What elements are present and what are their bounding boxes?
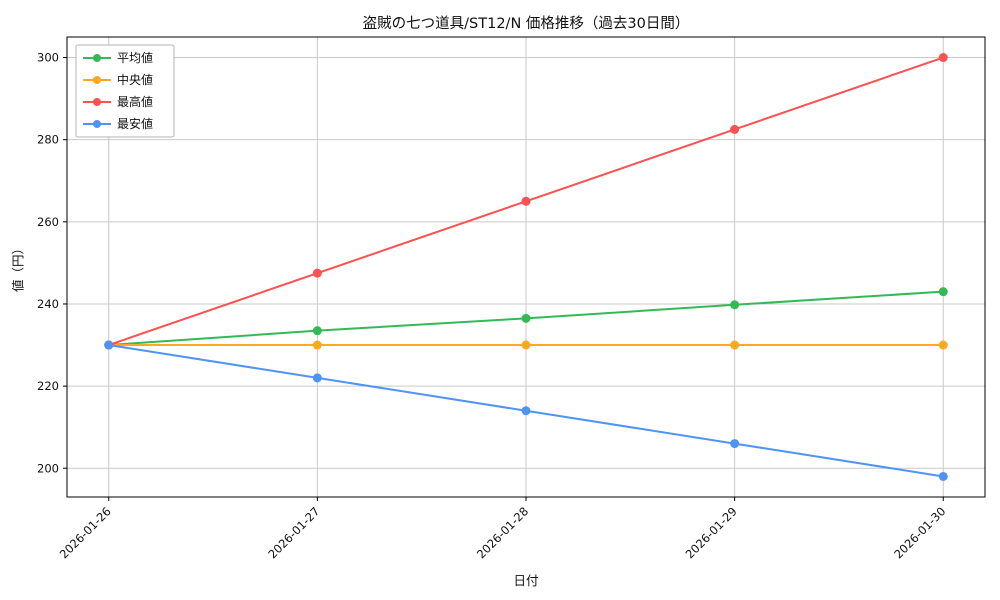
data-point xyxy=(312,340,322,350)
legend-marker xyxy=(93,120,101,128)
y-tick-label: 200 xyxy=(37,461,59,475)
data-point xyxy=(730,439,740,449)
data-point xyxy=(730,124,740,134)
data-point xyxy=(730,300,740,310)
legend-marker xyxy=(93,98,101,106)
series-最安値 xyxy=(104,340,948,481)
y-tick-label: 240 xyxy=(37,297,59,311)
x-tick-label: 2026-01-30 xyxy=(891,504,948,561)
x-tick-label: 2026-01-26 xyxy=(57,504,114,561)
data-point xyxy=(938,287,948,297)
legend-marker xyxy=(93,76,101,84)
series-平均値 xyxy=(104,287,948,350)
data-point xyxy=(521,196,531,206)
data-point xyxy=(521,313,531,323)
x-tick-label: 2026-01-28 xyxy=(474,504,531,561)
data-point xyxy=(938,53,948,63)
grid xyxy=(67,37,985,497)
legend-label: 平均値 xyxy=(117,50,153,65)
series-中央値 xyxy=(104,340,948,350)
legend-label: 最安値 xyxy=(117,116,153,131)
data-point xyxy=(312,268,322,278)
data-point xyxy=(938,340,948,350)
x-tick-label: 2026-01-29 xyxy=(683,504,740,561)
legend-marker xyxy=(93,54,101,62)
chart-title: 盗賊の七つ道具/ST12/N 価格推移（過去30日間） xyxy=(362,16,690,32)
x-axis-label: 日付 xyxy=(513,573,539,588)
y-tick-label: 220 xyxy=(37,379,59,393)
y-tick-label: 300 xyxy=(37,51,59,65)
legend-label: 最高値 xyxy=(117,94,153,109)
data-point xyxy=(312,373,322,383)
y-tick-label: 280 xyxy=(37,133,59,147)
legend-frame xyxy=(75,44,175,138)
legend-label: 中央値 xyxy=(117,72,153,87)
data-point xyxy=(521,340,531,350)
data-point xyxy=(104,340,114,350)
data-point xyxy=(312,326,322,336)
y-tick-label: 260 xyxy=(37,215,59,229)
data-point xyxy=(938,471,948,481)
x-tick-label: 2026-01-27 xyxy=(265,504,322,561)
data-point xyxy=(730,340,740,350)
data-point xyxy=(521,406,531,416)
